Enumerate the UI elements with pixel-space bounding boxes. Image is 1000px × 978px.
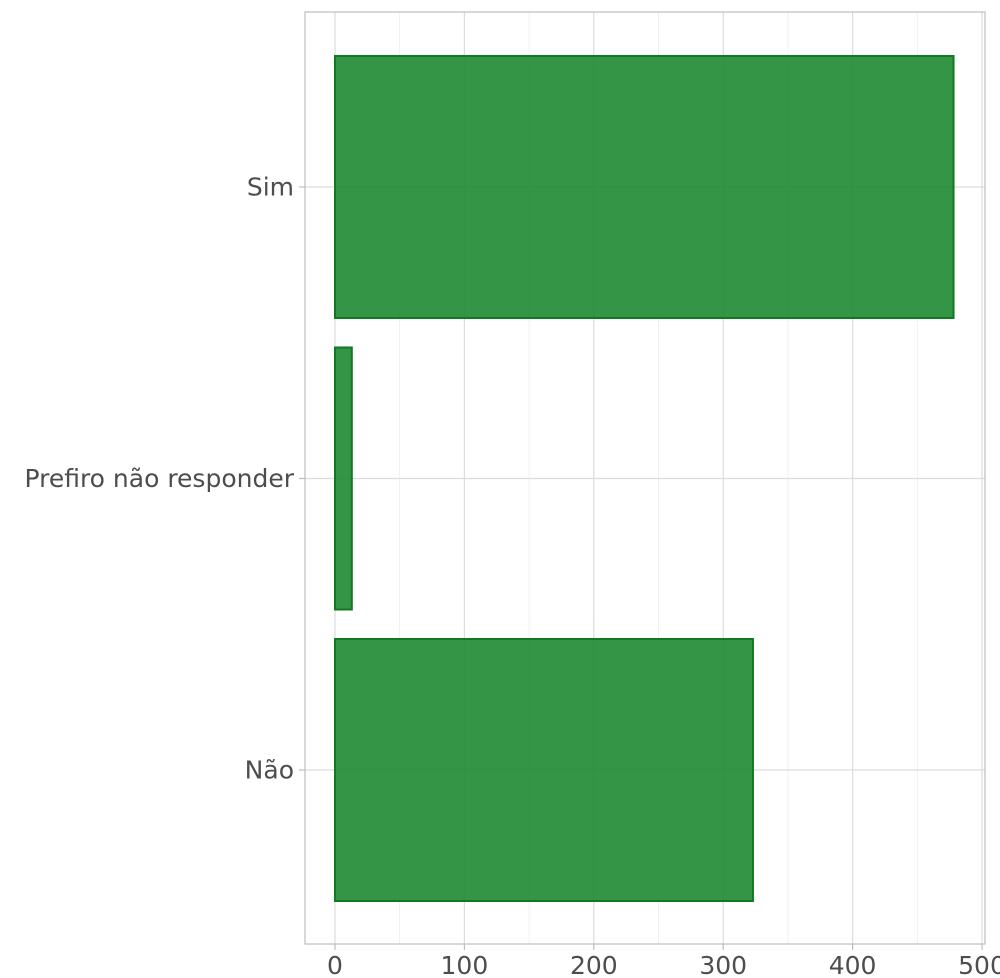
x-axis-tick-labels: 0 100 200 300 400 500 — [327, 951, 1000, 978]
y-category-label: Não — [245, 756, 294, 785]
y-category-label: Sim — [247, 173, 294, 202]
bar — [334, 55, 955, 319]
bar — [334, 638, 754, 902]
x-tick-label: 400 — [829, 951, 877, 978]
x-tick-label: 0 — [327, 951, 343, 978]
x-tick-label: 500 — [958, 951, 1000, 978]
x-tick-label: 100 — [441, 951, 489, 978]
x-tick-label: 300 — [699, 951, 747, 978]
y-axis-category-labels: Sim Prefiro não responder Não — [24, 173, 294, 785]
x-tick-label: 200 — [570, 951, 618, 978]
bars — [334, 55, 955, 902]
axis-ticks — [299, 186, 983, 950]
y-category-label: Prefiro não responder — [24, 464, 294, 493]
bar — [334, 346, 353, 611]
